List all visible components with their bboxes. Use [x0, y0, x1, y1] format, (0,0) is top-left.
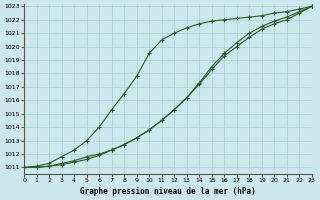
- X-axis label: Graphe pression niveau de la mer (hPa): Graphe pression niveau de la mer (hPa): [80, 187, 256, 196]
